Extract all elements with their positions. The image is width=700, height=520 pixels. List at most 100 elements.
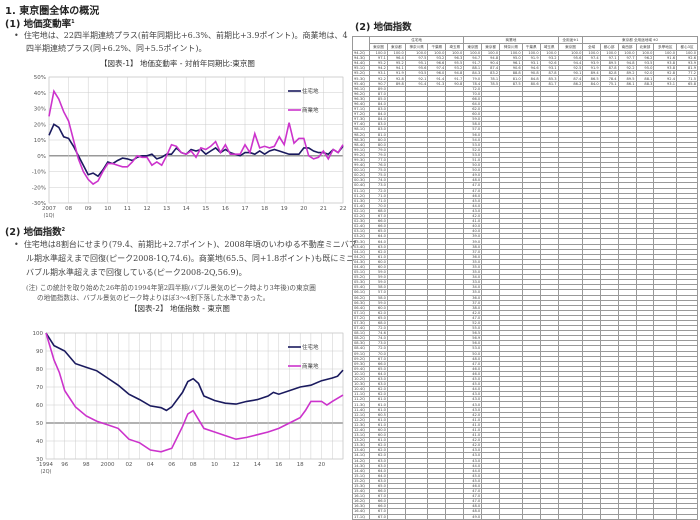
series-line-residential xyxy=(45,332,344,412)
section-title: 1. 東京圏全体の概況 xyxy=(5,6,100,17)
y-tick-label: 50 xyxy=(36,421,43,427)
table-row: 96-1Q 89.0 72.0 xyxy=(352,85,698,92)
cell xyxy=(499,513,523,520)
cell xyxy=(635,513,655,520)
column-header: 東京圏 xyxy=(463,43,483,51)
table-row: 14-3Q 63.0 44.0 xyxy=(352,462,698,469)
table-row: 05-4Q 58.0 34.0 xyxy=(352,284,698,291)
y-tick-label: -20% xyxy=(32,185,46,191)
bullet: • 住宅地は、22四半期連続プラス(前年同期比+6.3%、前期比+3.9ポイント… xyxy=(14,31,348,40)
x-tick-label: 13 xyxy=(163,206,170,212)
cell xyxy=(599,513,619,520)
table-row: 08-4Q 72.0 53.0 xyxy=(352,345,698,352)
series-line-commercial xyxy=(45,332,344,453)
column-header: 埼玉県 xyxy=(539,43,559,51)
y-tick-label: 90 xyxy=(36,349,43,355)
table-row: 03-1Q 65.0 40.0 xyxy=(352,228,698,235)
column-header: 東京圏 xyxy=(369,43,388,51)
table-row: 94-3Q 97.1 96.4 97.5 93.2 96.3 94.7 94.8 95.0 91.… xyxy=(352,55,698,62)
legend-label: 商業地 xyxy=(302,106,319,114)
table-row: 07-2Q 65.0 47.0 xyxy=(352,314,698,321)
table-row: 11-2Q 61.0 43.0 xyxy=(352,396,698,403)
table-row: 06-1Q 57.0 35.0 xyxy=(352,289,698,296)
x-tick-label: 09 xyxy=(85,206,92,212)
x-tick-label: 12 xyxy=(232,462,239,468)
index-table-wrap: 住宅地 商業地 全用途※1 東京都 全用途地域 ※2 東京圏 東京都 神奈川県 千葉県 埼玉県東… xyxy=(352,36,698,520)
cell: 67.0 xyxy=(369,513,388,520)
x-tick-label: 08 xyxy=(190,462,197,468)
table-row: 96-2Q 87.0 70.0 xyxy=(352,90,698,97)
chart2-title: 【図表-2】 地価指数 - 東京圏 xyxy=(130,304,230,313)
series-line-residential xyxy=(48,123,344,178)
y-tick-label: 70 xyxy=(36,385,43,391)
x-sub-label: (2Q) xyxy=(40,469,51,475)
x-tick-label: 98 xyxy=(83,462,90,468)
s2-bullet-line: バブル期水準超えまで回復している(ピーク2008-2Q,56.9)。 xyxy=(26,268,247,277)
table-row: 05-3Q 59.0 33.0 xyxy=(352,279,698,286)
x-tick-label: 12 xyxy=(144,206,151,212)
y-tick-label: 0% xyxy=(37,154,46,160)
s1-title: (1) 地価変動率1 xyxy=(5,16,75,30)
cell xyxy=(445,513,465,520)
table-row: 98-1Q 83.0 57.0 xyxy=(352,126,698,133)
column-header: 千葉県 xyxy=(427,43,447,51)
column-header: 埼玉県 xyxy=(445,43,465,51)
column-header: 東京都 xyxy=(386,43,406,51)
series-line-commercial xyxy=(48,89,344,186)
s2-title: (2) 地価指数2 xyxy=(5,224,65,238)
cell xyxy=(427,513,447,520)
cell xyxy=(582,513,601,520)
table-row: 07-3Q 68.0 52.0 xyxy=(352,319,698,327)
x-tick-label: 21 xyxy=(320,206,327,212)
cell xyxy=(617,513,637,520)
table-row: 08-2Q 74.0 56.9 xyxy=(352,335,698,342)
x-tick-label: 04 xyxy=(147,462,154,468)
table-row: 17-1Q 67.0 49.0 xyxy=(352,513,698,520)
y-tick-label: 30% xyxy=(34,107,46,113)
plot-area xyxy=(45,332,344,460)
cell xyxy=(386,513,406,520)
s2-bullet-line: ル期水準超えまで回復(ピーク2008-1Q,74.6)。商業地(65.5、同+1… xyxy=(26,254,355,263)
table-row: 03-2Q 64.0 39.0 xyxy=(352,233,698,240)
table-row: 02-1Q 68.0 43.0 xyxy=(352,207,698,215)
s1-bullet-line: 四半期連続プラス(同+6.2%、同+5.5ポイント)。 xyxy=(26,44,207,53)
y-tick-label: -30% xyxy=(32,201,46,207)
table-row: 04-3Q 60.0 35.0 xyxy=(352,258,698,265)
x-tick-label: 17 xyxy=(242,206,249,212)
x-tick-label: 16 xyxy=(275,462,282,468)
row-label: 17-1Q xyxy=(352,513,370,520)
cell xyxy=(539,513,559,520)
y-tick-label: 40 xyxy=(36,439,43,445)
x-tick-label: 18 xyxy=(261,206,268,212)
footnote-ref: 2 xyxy=(61,226,66,233)
x-tick-label: 10 xyxy=(104,206,111,212)
x-tick-label: 22 xyxy=(340,206,347,212)
corner xyxy=(352,36,370,51)
y-tick-label: 10% xyxy=(34,138,46,144)
note-line: の地価指数は、バブル景気のピーク時よりほぼ3～4割下落した水準であった。 xyxy=(37,294,270,302)
index-table: 住宅地 商業地 全用途※1 東京都 全用途地域 ※2 東京圏 東京都 神奈川県 千葉県 埼玉県東… xyxy=(352,36,698,520)
footnote-ref: 1 xyxy=(71,18,75,25)
group-header: 商業地 xyxy=(463,36,559,44)
group-header: 住宅地 xyxy=(368,36,465,44)
chart1-land-price-change: 50% 40% 30% 20% 10% 0% -10% -20% -30%2007 08 09 10 1… xyxy=(32,75,347,219)
table-row: 09-4Q 65.0 46.0 xyxy=(352,365,698,372)
legend-label: 住宅地 xyxy=(302,87,319,95)
s2-bullet-line: 住宅地は8割台にせまり(79.4、前期比+2.7ポイント)、2008年頃のいわゆ… xyxy=(23,240,357,249)
x-tick-label: 15 xyxy=(202,206,209,212)
column-header: 北東部 xyxy=(635,43,655,51)
x-tick-label: 14 xyxy=(183,206,190,212)
column-header: 南西部 xyxy=(617,43,637,51)
x-sub-label: (1Q) xyxy=(43,213,54,219)
x-tick-label: 2000 xyxy=(101,462,115,468)
legend-label: 商業地 xyxy=(302,362,319,370)
s2-title-text: (2) 地価指数 xyxy=(5,227,62,238)
table-row: 14-2Q 63.0 43.0 xyxy=(352,457,698,464)
y-tick-label: 50% xyxy=(34,75,46,81)
x-tick-label: 16 xyxy=(222,206,229,212)
x-tick-label: 2007 xyxy=(42,206,56,212)
cell xyxy=(521,513,541,520)
x-tick-label: 08 xyxy=(65,206,72,212)
y-tick-label: 20% xyxy=(34,122,46,128)
